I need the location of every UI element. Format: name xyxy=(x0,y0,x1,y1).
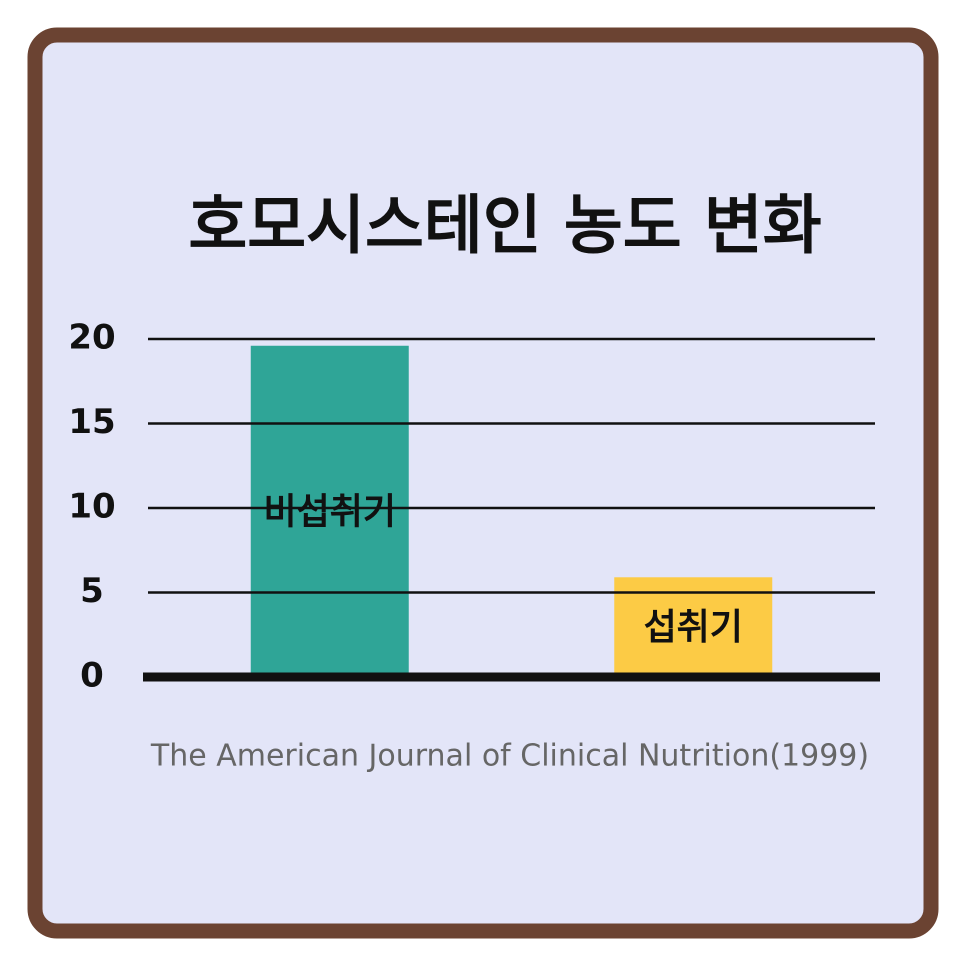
y-tick-label: 20 xyxy=(68,318,115,358)
y-tick-label: 5 xyxy=(80,571,104,611)
bar xyxy=(250,345,409,677)
y-tick-label: 15 xyxy=(68,402,115,442)
bar-label: 비섭취기 xyxy=(264,491,396,532)
bar xyxy=(614,577,773,677)
y-tick-label: 0 xyxy=(80,656,104,696)
y-tick-label: 10 xyxy=(68,487,115,527)
source: The American Journal of Clinical Nutriti… xyxy=(150,739,869,774)
bar-label: 섭취기 xyxy=(644,607,743,648)
frame xyxy=(27,27,939,939)
chart-title: 호모시스테인 농도 변화 xyxy=(188,190,821,264)
